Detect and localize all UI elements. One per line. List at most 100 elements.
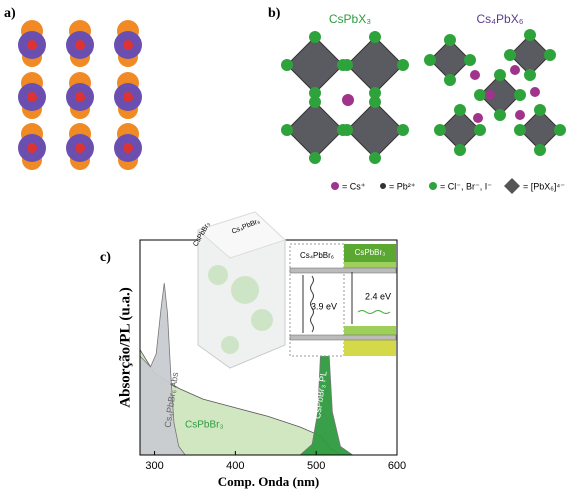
band (344, 244, 396, 262)
nanocrystal (251, 309, 273, 331)
x-tick-label: 500 (307, 460, 325, 472)
halide (494, 109, 506, 121)
halide (369, 152, 381, 164)
x-tick-label: 400 (226, 460, 244, 472)
nanocrystal (208, 265, 228, 285)
emission (310, 275, 314, 333)
area-fill (140, 283, 186, 455)
octahedron-icon (504, 178, 520, 194)
atom (27, 92, 37, 102)
pb-icon (380, 183, 386, 189)
halide (474, 89, 486, 101)
halide (397, 124, 409, 136)
cs (515, 110, 525, 120)
halide (474, 124, 486, 136)
atom (123, 40, 133, 50)
halide (534, 104, 546, 116)
panel-label: a) (4, 6, 16, 21)
level (289, 334, 397, 341)
cs (342, 94, 354, 106)
halide (444, 74, 456, 86)
series-label: CsPbBr₃ (185, 420, 224, 431)
panel-label: b) (268, 6, 281, 21)
legend: = Cs⁺ = Pb²⁺ = Cl⁻, Br⁻, I⁻ = [PbX₆]⁴⁻ (331, 178, 565, 194)
nanocrystal (221, 336, 239, 354)
atom (75, 92, 85, 102)
band (344, 340, 396, 356)
atom (123, 92, 133, 102)
halide (309, 31, 321, 43)
halide (434, 124, 446, 136)
halide (504, 49, 516, 61)
cs-icon (331, 182, 339, 190)
halide (514, 89, 526, 101)
halide (494, 69, 506, 81)
band-label: CsPbBr₃ (355, 248, 386, 257)
legend-text: = [PbX₆]⁴⁻ (523, 181, 565, 191)
emission (357, 310, 391, 314)
nanocrystal (231, 276, 259, 304)
halide (514, 124, 526, 136)
legend-text: = Pb²⁺ (389, 181, 416, 191)
gap-label: 3.9 eV (311, 301, 337, 311)
halide (444, 34, 456, 46)
halide (454, 144, 466, 156)
halide (369, 31, 381, 43)
inset-crystal: CsPbBr₃ Cs₄PbBr₆ (192, 211, 286, 369)
halide (544, 49, 556, 61)
octahedron (286, 36, 344, 94)
band-label: Cs₄PbBr₆ (300, 251, 334, 260)
halide (309, 152, 321, 164)
cs (530, 87, 540, 97)
halide (554, 124, 566, 136)
halide (281, 124, 293, 136)
area-fill (140, 349, 341, 455)
atom (75, 143, 85, 153)
structure-title: CsPbX₃ (329, 12, 371, 26)
halide (341, 124, 353, 136)
structures (18, 20, 566, 170)
atom (27, 143, 37, 153)
legend-text: = Cs⁺ (342, 181, 366, 191)
octahedron (286, 101, 344, 159)
halide (397, 59, 409, 71)
halide (424, 54, 436, 66)
halide (524, 29, 536, 41)
halide (309, 87, 321, 99)
halide (534, 144, 546, 156)
halide (309, 96, 321, 108)
octahedron (346, 101, 404, 159)
structure-title: Cs₄PbX₆ (476, 12, 523, 26)
cs (473, 113, 483, 123)
area-fill (300, 285, 353, 455)
halide (369, 96, 381, 108)
level (289, 267, 397, 274)
halide (341, 59, 353, 71)
crystal-top (197, 211, 286, 259)
octahedron (346, 36, 404, 94)
x-icon (429, 182, 437, 190)
gap-label: 2.4 eV (365, 291, 391, 301)
x-tick-label: 600 (388, 460, 406, 472)
legend-text: = Cl⁻, Br⁻, I⁻ (440, 181, 492, 191)
halide (524, 69, 536, 81)
halide (281, 59, 293, 71)
panel-label: c) (100, 250, 111, 265)
atom (123, 143, 133, 153)
cs (510, 65, 520, 75)
y-axis-label: Absorção/PL (u.a.) (117, 287, 133, 407)
halide (369, 87, 381, 99)
cs (470, 70, 480, 80)
halide (464, 54, 476, 66)
atom (27, 40, 37, 50)
cs (485, 90, 495, 100)
x-tick-label: 300 (145, 460, 163, 472)
chart: 300 400 500 600 Comp. Onda (nm) Absorção/PL (… (117, 239, 406, 489)
atom (75, 40, 85, 50)
band-diagram: Cs₄PbBr₆ CsPbBr₃ 3.9 eV 2.4 eV (289, 243, 397, 357)
halide (454, 104, 466, 116)
series-line (139, 282, 186, 456)
x-axis-label: Comp. Onda (nm) (218, 474, 320, 489)
band (344, 262, 396, 270)
